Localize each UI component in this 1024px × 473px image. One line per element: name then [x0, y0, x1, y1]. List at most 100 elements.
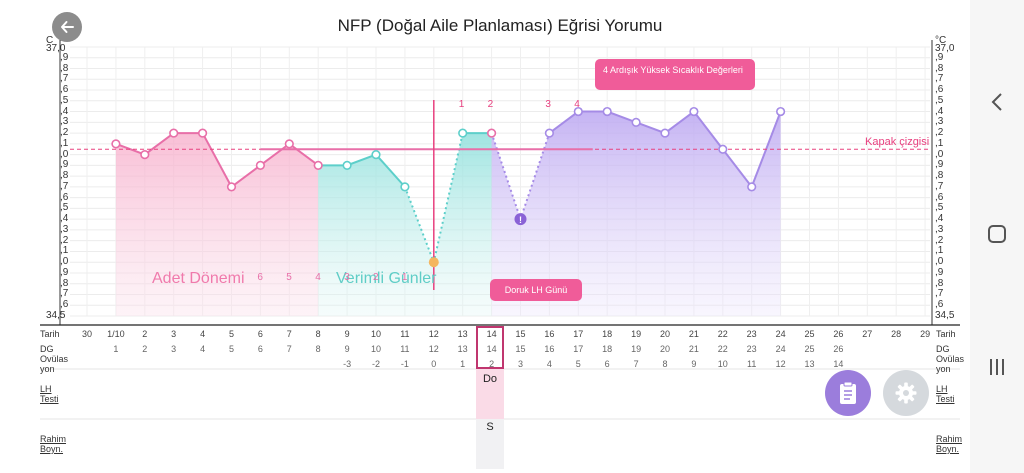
selected-day-highlight[interactable] — [476, 326, 504, 369]
y-tick-label: ,6 — [60, 191, 69, 203]
data-point — [775, 106, 786, 117]
y-tick-label: ,2 — [60, 127, 69, 139]
y-tick-label: ,2 — [60, 234, 69, 246]
data-point — [111, 139, 121, 149]
row-label-date-right: Tarih — [936, 329, 956, 339]
date-cell: 14 — [486, 329, 497, 339]
system-recents-button[interactable] — [970, 347, 1024, 387]
cycle-day-cell: 13 — [457, 344, 468, 354]
y-tick-label: ,0 — [935, 148, 944, 160]
high-count-label: 3 — [545, 99, 551, 110]
y-tick-label: ,4 — [60, 105, 69, 117]
ovulation-day-cell: 6 — [604, 359, 610, 369]
cycle-day-cell: 14 — [486, 344, 497, 354]
lh-peak-callout: Doruk LH Günü — [490, 279, 582, 301]
notes-button[interactable] — [825, 370, 871, 416]
lh-cell[interactable]: Do — [476, 369, 504, 419]
date-cell: 23 — [746, 329, 757, 339]
data-point — [747, 182, 757, 192]
cycle-day-cell: 12 — [428, 344, 439, 354]
y-axis-bottom-left: 34,5 — [46, 310, 66, 321]
date-cell: 30 — [81, 329, 92, 339]
date-cell: 20 — [659, 329, 670, 339]
cycle-day-cell: 5 — [228, 344, 234, 354]
cervix-cell[interactable]: S — [476, 419, 504, 469]
date-cell: 26 — [833, 329, 844, 339]
y-tick-label: ,8 — [60, 277, 69, 289]
series-line-period — [115, 132, 319, 189]
cycle-day-cell: 26 — [833, 344, 844, 354]
data-point-flag — [514, 213, 527, 226]
cycle-day-cell: 4 — [200, 344, 206, 354]
date-cell: 5 — [228, 329, 234, 339]
low-count-label: 3 — [344, 272, 350, 283]
y-tick-label: ,8 — [935, 62, 944, 74]
ovulation-day-cell: 7 — [633, 359, 639, 369]
y-axis-top-right: 37,0 — [935, 43, 955, 54]
date-cell: 24 — [775, 329, 786, 339]
nfp-chart-screen: NFP (Doğal Aile Planlaması) Eğrisi Yorum… — [40, 12, 965, 469]
temperature-chart: ! — [40, 40, 960, 420]
data-point-ovulation — [428, 257, 439, 268]
y-axis-unit-right: °C — [935, 35, 947, 46]
settings-button[interactable] — [883, 370, 929, 416]
y-tick-label: ,5 — [60, 94, 69, 106]
y-tick-label: ,3 — [60, 116, 69, 128]
menstruation-area — [115, 133, 319, 316]
phase-areas — [115, 111, 781, 316]
y-tick-label: ,7 — [935, 288, 944, 300]
data-points: ! — [111, 106, 786, 268]
row-label-cervix: Rahim Boyn. — [40, 434, 67, 454]
data-point — [255, 160, 266, 170]
data-point — [660, 128, 670, 138]
row-label-cycle-right: DG — [936, 344, 950, 354]
row-label-ovulation: Ovülasyon — [40, 354, 69, 374]
date-cell: 15 — [515, 329, 526, 339]
date-cell: 2 — [142, 329, 148, 339]
high-temp-label: 4 Ardışık Yüksek Sıcaklık Değerleri — [603, 65, 743, 75]
date-cell: 8 — [315, 329, 321, 339]
cycle-day-cell: 19 — [631, 344, 642, 354]
data-point — [169, 128, 179, 138]
y-tick-label: ,0 — [935, 256, 944, 268]
cycle-day-cell: 21 — [688, 344, 699, 354]
y-tick-label: ,6 — [935, 299, 944, 311]
y-tick-label: ,1 — [935, 137, 944, 149]
data-point — [284, 139, 294, 149]
ovulation-day-cell: 4 — [546, 359, 552, 369]
date-cell: 1/10 — [107, 329, 125, 339]
data-point — [487, 128, 497, 138]
recents-icon — [990, 359, 1004, 375]
y-tick-label: ,8 — [935, 170, 944, 182]
cover-line-label: Kapak çizgisi — [865, 136, 930, 148]
cycle-day-cell: 17 — [573, 344, 584, 354]
cycle-day-cell: 9 — [344, 344, 350, 354]
back-button[interactable] — [52, 12, 82, 42]
data-point — [400, 182, 410, 192]
lh-value: Do — [482, 373, 498, 385]
system-home-button[interactable] — [970, 214, 1024, 254]
cycle-day-cell: 8 — [315, 344, 321, 354]
ovulation-day-cell: 11 — [747, 359, 757, 369]
data-point — [602, 106, 612, 117]
ovulation-day-cell: 1 — [460, 359, 466, 369]
ovulation-day-cell: -1 — [400, 359, 409, 369]
high-temp-callout: 4 Ardışık Yüksek Sıcaklık Değerleri — [595, 59, 755, 90]
row-label-date: Tarih — [40, 329, 60, 339]
y-tick-label: ,9 — [935, 51, 944, 63]
y-tick-label: ,4 — [60, 213, 69, 225]
data-point — [371, 150, 381, 160]
y-tick-label: ,3 — [60, 223, 69, 235]
system-back-button[interactable] — [970, 82, 1024, 122]
cycle-day-cell: 18 — [602, 344, 613, 354]
gear-icon — [895, 382, 917, 404]
arrow-left-icon — [61, 21, 74, 33]
data-point — [631, 117, 641, 127]
y-tick-label: ,6 — [60, 84, 69, 96]
y-tick-label: ,2 — [935, 127, 944, 139]
ovulation-day-cell: 10 — [717, 359, 728, 369]
y-tick-label: ,3 — [935, 116, 944, 128]
cycle-day-cell: 6 — [257, 344, 263, 354]
date-cell: 6 — [257, 329, 263, 339]
y-tick-label: ,8 — [935, 277, 944, 289]
